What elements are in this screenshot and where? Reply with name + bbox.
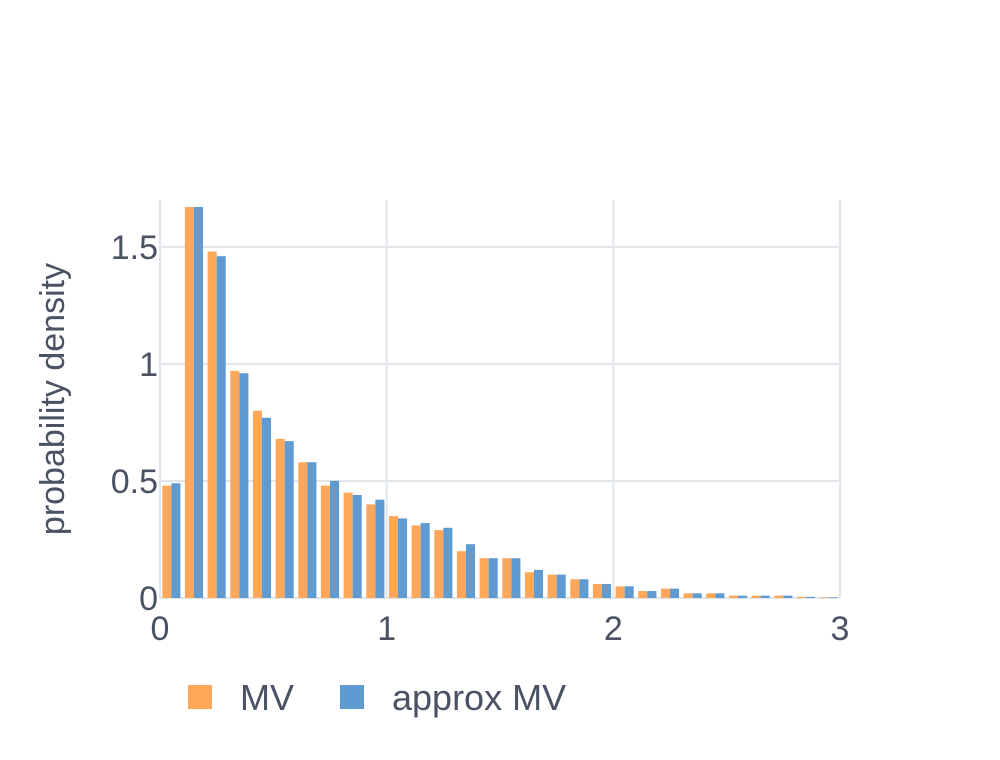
bar-approx-mv (738, 595, 748, 598)
bar-mv (388, 516, 398, 598)
bar-approx-mv (398, 518, 408, 598)
bar-approx-mv (692, 593, 702, 598)
bar-mv (320, 485, 330, 598)
legend-label: MV (240, 677, 294, 718)
bar-mv (275, 438, 285, 598)
bar-mv (660, 588, 670, 598)
bar-mv (479, 558, 489, 598)
bar-approx-mv (647, 590, 657, 598)
y-tick-label: 0.5 (111, 463, 158, 501)
bar-approx-mv (375, 499, 385, 598)
bar-approx-mv (194, 207, 204, 598)
bar-mv (162, 485, 172, 598)
bar-mv (184, 207, 194, 598)
bar-approx-mv (579, 579, 589, 598)
bar-approx-mv (828, 597, 838, 598)
bar-mv (774, 595, 784, 598)
bar-mv (502, 558, 512, 598)
bar-approx-mv (239, 373, 249, 598)
y-axis-title: probability density (34, 263, 72, 535)
bar-approx-mv (171, 483, 181, 598)
bar-approx-mv (670, 588, 680, 598)
legend-item-mv[interactable]: MV (188, 677, 294, 718)
legend-item-approx-mv[interactable]: approx MV (340, 677, 566, 718)
ticks-layer: 0 1 2 3 0 0.5 1 1.5 (111, 229, 850, 648)
bar-mv (456, 551, 466, 598)
x-tick-label: 2 (604, 610, 623, 648)
bar-mv (547, 574, 557, 598)
bar-approx-mv (262, 417, 272, 598)
bar-approx-mv (624, 586, 634, 598)
legend-label: approx MV (392, 677, 566, 718)
legend[interactable]: MV approx MV (188, 677, 566, 718)
bar-approx-mv (420, 523, 430, 598)
bars-layer (162, 207, 838, 598)
bar-approx-mv (216, 256, 226, 598)
bar-mv (411, 525, 421, 598)
y-tick-label: 1.5 (111, 229, 158, 267)
bar-mv (638, 590, 648, 598)
bar-approx-mv (511, 558, 521, 598)
legend-swatch (340, 685, 364, 709)
bar-approx-mv (488, 558, 498, 598)
grid-layer (159, 200, 841, 599)
bar-mv (819, 597, 829, 598)
legend-swatch (188, 685, 212, 709)
bar-mv (230, 370, 240, 598)
bar-approx-mv (783, 595, 793, 598)
bar-mv (615, 586, 625, 598)
bar-mv (683, 593, 693, 598)
bar-approx-mv (330, 480, 340, 598)
bar-mv (728, 595, 738, 598)
y-tick-label: 0 (139, 580, 158, 618)
bar-mv (706, 593, 716, 598)
bar-approx-mv (760, 595, 770, 598)
bar-approx-mv (352, 494, 362, 598)
bar-mv (524, 572, 534, 598)
bar-approx-mv (466, 544, 476, 598)
bar-mv (298, 462, 308, 598)
bar-approx-mv (534, 569, 544, 598)
bar-approx-mv (443, 527, 453, 598)
bar-mv (366, 504, 376, 598)
bar-mv (592, 583, 602, 598)
bar-mv (252, 410, 262, 598)
bar-mv (751, 595, 761, 598)
bar-mv (434, 530, 444, 598)
y-tick-label: 1 (139, 346, 158, 384)
bar-mv (343, 492, 353, 598)
x-tick-label: 0 (151, 610, 170, 648)
bar-mv (570, 579, 580, 598)
x-tick-label: 3 (831, 610, 850, 648)
bar-approx-mv (284, 441, 294, 598)
bar-approx-mv (806, 596, 816, 598)
bar-approx-mv (307, 462, 317, 598)
bar-approx-mv (556, 574, 566, 598)
bar-approx-mv (715, 593, 725, 598)
x-tick-label: 1 (377, 610, 396, 648)
bar-approx-mv (602, 583, 612, 598)
bar-mv (796, 596, 806, 598)
bar-mv (207, 251, 217, 598)
